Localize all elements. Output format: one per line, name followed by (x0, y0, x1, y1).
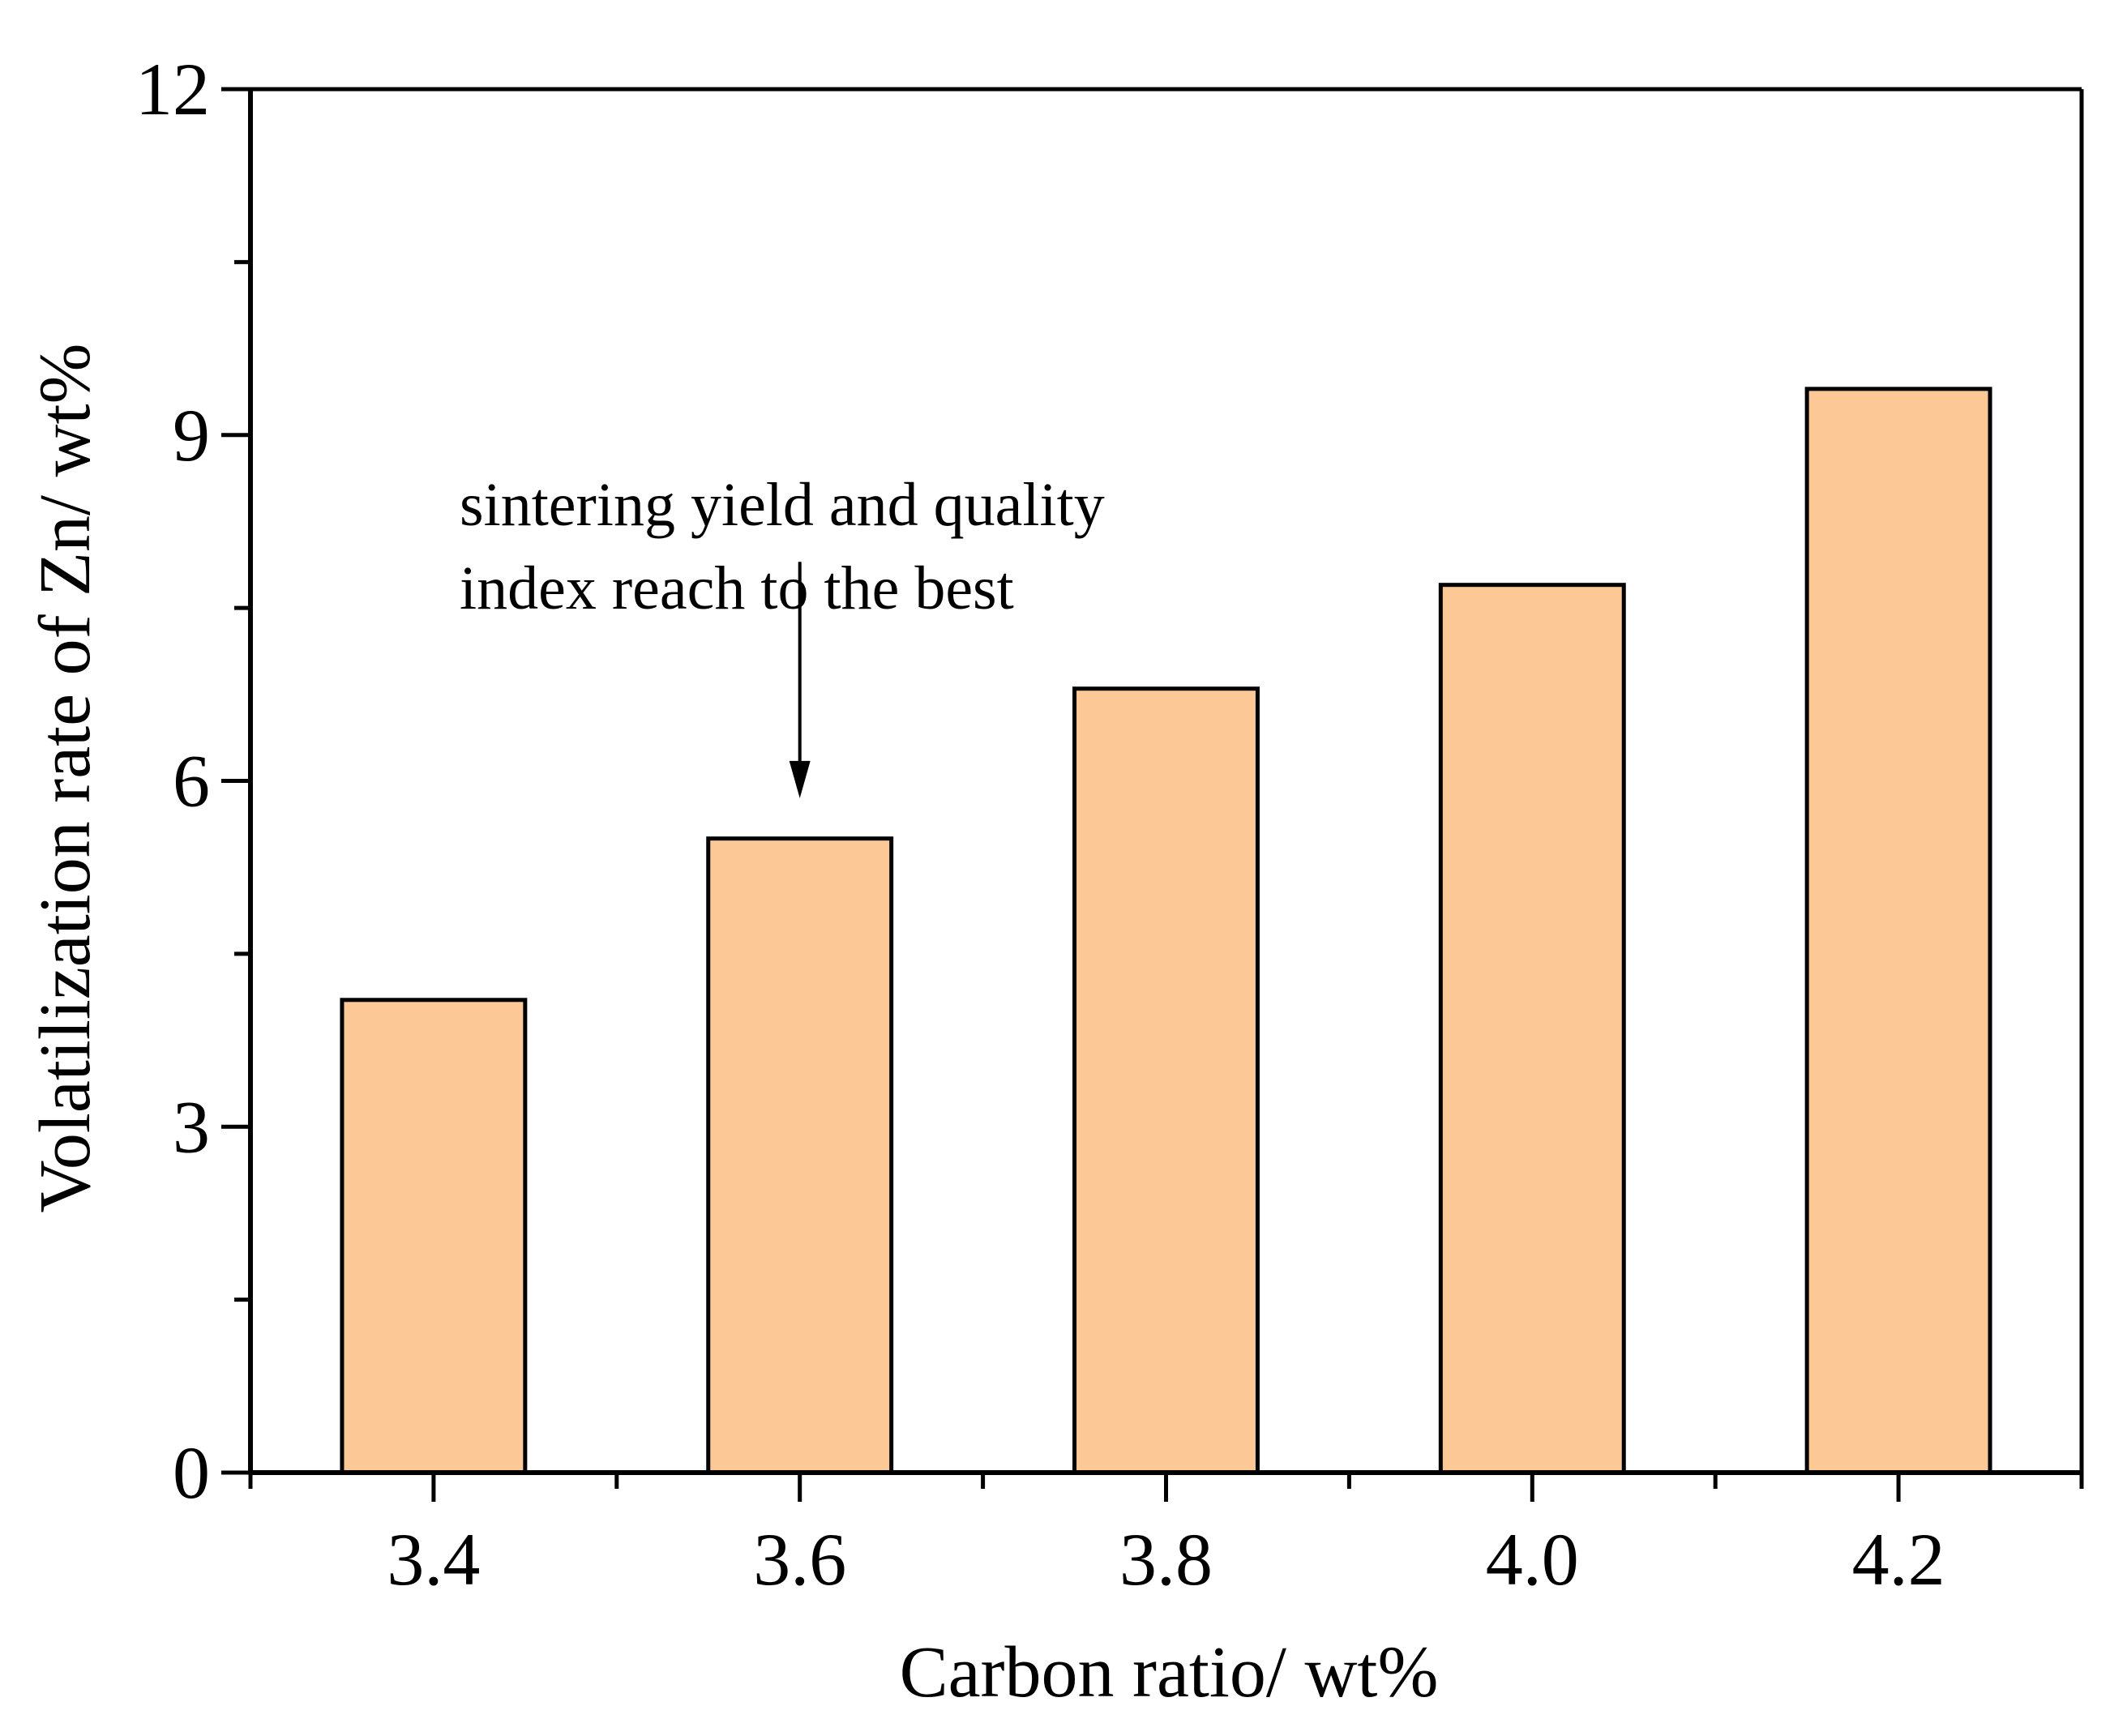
x-tick-label: 3.8 (1119, 1518, 1213, 1601)
x-axis-title: Carbon ratio/ wt% (900, 1632, 1439, 1712)
y-tick-label: 12 (135, 48, 210, 130)
bar-3.8 (1072, 686, 1260, 1475)
annotation-arrow-head (789, 760, 811, 798)
y-tick-label: 9 (173, 394, 210, 477)
annotation-line-2: index reach to the best (460, 554, 1014, 622)
y-tick-label: 6 (173, 740, 210, 823)
y-tick-label: 3 (173, 1085, 210, 1168)
annotation-group: sintering yield and quality index reach … (460, 471, 1105, 798)
x-tick-label: 4.2 (1852, 1518, 1945, 1601)
bar-4.0 (1438, 583, 1626, 1475)
bar-3.4 (340, 998, 528, 1475)
bar-3.6 (706, 836, 894, 1475)
annotation-line-1: sintering yield and quality (460, 471, 1105, 539)
y-tick-label: 0 (173, 1431, 210, 1514)
bar-4.2 (1804, 387, 1992, 1475)
bars-group (340, 387, 1992, 1475)
x-tick-label: 3.4 (387, 1518, 480, 1601)
y-axis-title: Volatilization rate of Zn/ wt% (25, 343, 105, 1212)
axes-group: 0 3 6 9 12 3.4 3.6 3.8 4.0 4.2 (135, 48, 2084, 1601)
x-tick-label: 3.6 (753, 1518, 846, 1601)
x-tick-label: 4.0 (1486, 1518, 1579, 1601)
